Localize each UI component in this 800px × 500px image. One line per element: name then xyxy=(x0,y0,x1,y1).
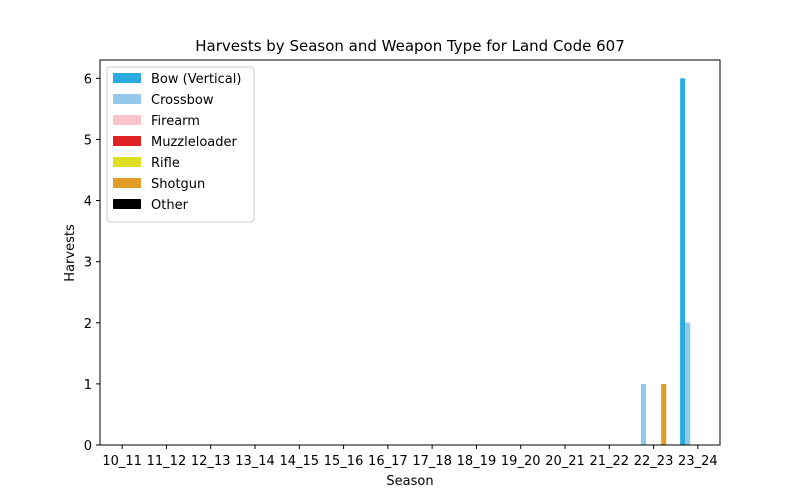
bar xyxy=(640,383,646,445)
x-tick-label: 15_16 xyxy=(324,454,364,469)
legend-swatch xyxy=(113,157,141,167)
x-axis-label: Season xyxy=(386,474,433,489)
y-tick-label: 0 xyxy=(84,439,92,454)
legend-label: Firearm xyxy=(151,114,200,129)
x-tick-label: 20_21 xyxy=(545,454,585,469)
x-tick-label: 19_20 xyxy=(501,454,541,469)
legend-swatch xyxy=(113,115,141,125)
y-axis-label: Harvests xyxy=(63,224,78,282)
legend: Bow (Vertical) Crossbow Firearm Muzzleloade… xyxy=(106,66,255,223)
x-tick-label: 21_22 xyxy=(589,454,629,469)
x-tick-label: 11_12 xyxy=(147,454,187,469)
legend-swatch xyxy=(113,199,141,209)
y-tick-label: 5 xyxy=(84,133,92,148)
legend-swatch xyxy=(113,73,141,83)
y-axis: 0 1 2 3 4 5 6 xyxy=(84,72,100,454)
bar xyxy=(661,383,667,445)
plot-area xyxy=(99,59,721,446)
y-tick-label: 4 xyxy=(84,195,92,210)
x-axis: 10_11 11_12 12_13 13_14 14_15 15_16 16_17 17_18… xyxy=(102,445,718,469)
legend-swatch xyxy=(113,136,141,146)
legend-label: Other xyxy=(151,198,189,213)
y-tick-label: 2 xyxy=(84,317,92,332)
x-tick-label: 22_23 xyxy=(634,454,674,469)
chart-title: Harvests by Season and Weapon Type for L… xyxy=(195,37,625,55)
x-tick-label: 12_13 xyxy=(191,454,231,469)
bar xyxy=(685,322,691,445)
legend-label: Crossbow xyxy=(151,93,214,108)
plot-frame xyxy=(99,59,721,446)
y-tick-label: 1 xyxy=(84,378,92,393)
legend-box xyxy=(106,66,255,223)
legend-label: Muzzleloader xyxy=(151,135,237,150)
legend-label: Bow (Vertical) xyxy=(151,72,241,87)
x-tick-label: 16_17 xyxy=(368,454,408,469)
legend-label: Rifle xyxy=(151,156,180,171)
legend-swatch xyxy=(113,94,141,104)
x-tick-label: 23_24 xyxy=(678,454,718,469)
x-tick-label: 18_19 xyxy=(457,454,497,469)
bar xyxy=(680,78,686,445)
x-tick-label: 13_14 xyxy=(235,454,275,469)
x-tick-label: 14_15 xyxy=(279,454,319,469)
legend-swatch xyxy=(113,178,141,188)
x-tick-label: 10_11 xyxy=(102,454,142,469)
legend-label: Shotgun xyxy=(151,177,205,192)
y-tick-label: 3 xyxy=(84,256,92,271)
x-tick-label: 17_18 xyxy=(412,454,452,469)
y-tick-label: 6 xyxy=(84,72,92,87)
